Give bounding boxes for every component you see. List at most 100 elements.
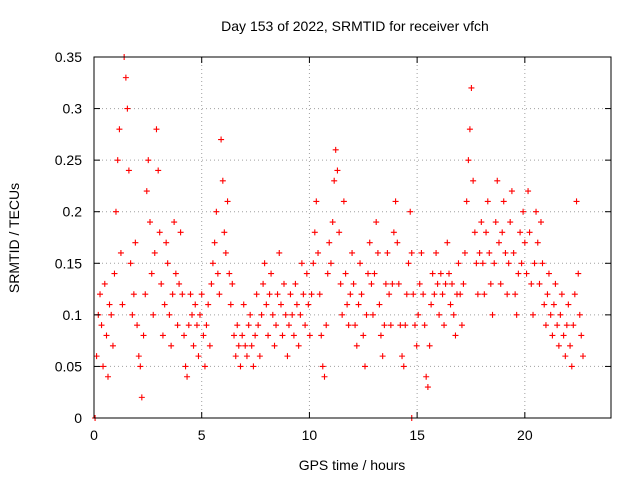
data-point [231,332,238,339]
data-point [316,291,323,298]
data-point [476,249,483,256]
data-point [274,291,281,298]
data-point [276,249,283,256]
data-point [243,353,250,360]
data-point [158,280,165,287]
data-point [478,219,485,226]
data-point [420,291,427,298]
data-point [392,198,399,205]
data-point [282,311,289,318]
data-point [379,353,386,360]
data-point [492,219,499,226]
data-point [483,229,490,236]
data-point [458,322,465,329]
data-point [114,157,121,164]
data-point [500,198,507,205]
data-point [239,332,246,339]
data-point [289,311,296,318]
data-point [421,322,428,329]
data-point [222,249,229,256]
data-point [148,270,155,277]
data-point [308,291,315,298]
data-point [247,311,254,318]
data-point [552,280,559,287]
data-point [558,291,565,298]
data-point [108,311,115,318]
data-point [513,311,520,318]
data-point [130,291,137,298]
data-point [557,311,564,318]
y-tick-label: 0.1 [63,307,83,323]
data-point [329,219,336,226]
data-point [142,291,149,298]
data-point [405,260,412,267]
y-tick-label: 0.15 [55,255,82,271]
data-point [549,332,556,339]
data-point [555,342,562,349]
data-point [168,342,175,349]
data-point [163,239,170,246]
data-point [481,291,488,298]
data-point [452,332,459,339]
data-point [373,219,380,226]
data-point [431,291,438,298]
data-point [326,239,333,246]
data-point [214,270,221,277]
data-point [395,280,402,287]
data-point [457,291,464,298]
data-point [252,332,259,339]
data-point [147,219,154,226]
data-point [219,177,226,184]
data-point [487,280,494,287]
data-point [361,363,368,370]
data-point [495,239,502,246]
data-point [172,270,179,277]
data-point [119,301,126,308]
data-point [216,291,223,298]
data-point [366,239,373,246]
data-point [174,322,181,329]
data-point [171,219,178,226]
data-point [449,280,456,287]
data-point [463,198,470,205]
data-point [429,270,436,277]
data-point [298,260,305,267]
data-point [578,332,585,339]
x-tick-label: 5 [198,427,206,443]
data-point [263,301,270,308]
data-point [184,373,191,380]
data-point [185,322,192,329]
data-point [489,311,496,318]
data-point [358,291,365,298]
data-point [433,249,440,256]
data-point [402,322,409,329]
data-point [302,322,309,329]
data-point [208,280,215,287]
data-point [256,353,263,360]
data-point [399,353,406,360]
data-point [390,229,397,236]
data-point [265,332,272,339]
data-point [305,301,312,308]
data-point [394,239,401,246]
data-point [579,353,586,360]
data-point [386,291,393,298]
data-point [93,353,100,360]
data-point [224,198,231,205]
data-point [416,280,423,287]
data-point [424,384,431,391]
data-point [280,280,287,287]
data-point [195,353,202,360]
data-point [159,332,166,339]
data-point [575,270,582,277]
data-point [181,332,188,339]
data-point [261,260,268,267]
data-point [245,322,252,329]
data-point [355,301,362,308]
data-point [337,280,344,287]
data-point [567,342,574,349]
data-point [132,239,139,246]
data-point [542,322,549,329]
y-tick-label: 0 [74,410,82,426]
data-point [403,291,410,298]
